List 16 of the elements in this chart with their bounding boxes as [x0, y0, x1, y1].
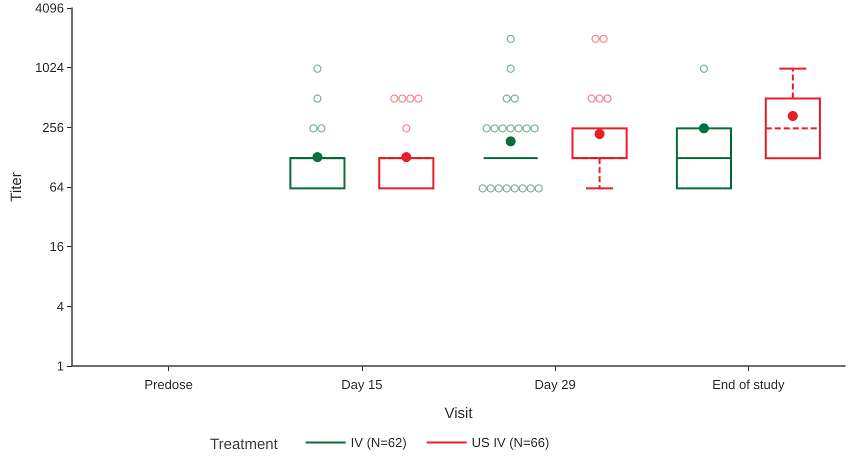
legend-title: Treatment [210, 436, 279, 453]
y-axis-title: Titer [8, 172, 25, 202]
y-tick-label: 16 [50, 239, 64, 254]
y-tick-label: 1024 [35, 60, 64, 76]
x-tick-label: Day 29 [534, 377, 576, 392]
y-tick-label: 256 [42, 120, 64, 135]
y-tick-label: 4 [56, 298, 64, 314]
y-tick-label: 4096 [35, 0, 64, 16]
y-tick-label: 64 [50, 180, 64, 194]
y-tick-label: 1 [56, 358, 64, 374]
x-tick-label: Day 15 [341, 377, 382, 392]
x-axis-title: Visit [444, 405, 474, 422]
legend-label: US IV (N=66) [472, 435, 550, 450]
legend-label: IV (N=62) [350, 435, 407, 450]
x-tick-label: Predose [144, 377, 193, 392]
x-tick-label: End of study [712, 377, 785, 392]
